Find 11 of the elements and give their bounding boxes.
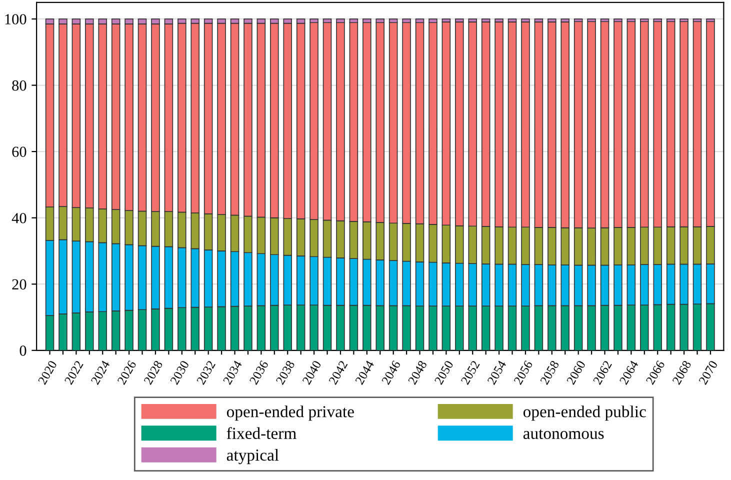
y-tick-label: 40 bbox=[12, 212, 26, 224]
legend-label: fixed-term bbox=[226, 427, 296, 440]
y-tick-label: 60 bbox=[12, 146, 26, 157]
y-tick-label: 80 bbox=[12, 80, 26, 91]
legend-label: atypical bbox=[226, 449, 279, 464]
y-tick-label: 100 bbox=[5, 14, 26, 24]
legend-label: autonomous bbox=[523, 429, 604, 440]
y-tick-label: 0 bbox=[20, 346, 26, 356]
legend-label: open-ended public bbox=[523, 406, 646, 421]
legend-label: open-ended private bbox=[226, 406, 354, 421]
y-tick-label: 20 bbox=[12, 279, 26, 290]
